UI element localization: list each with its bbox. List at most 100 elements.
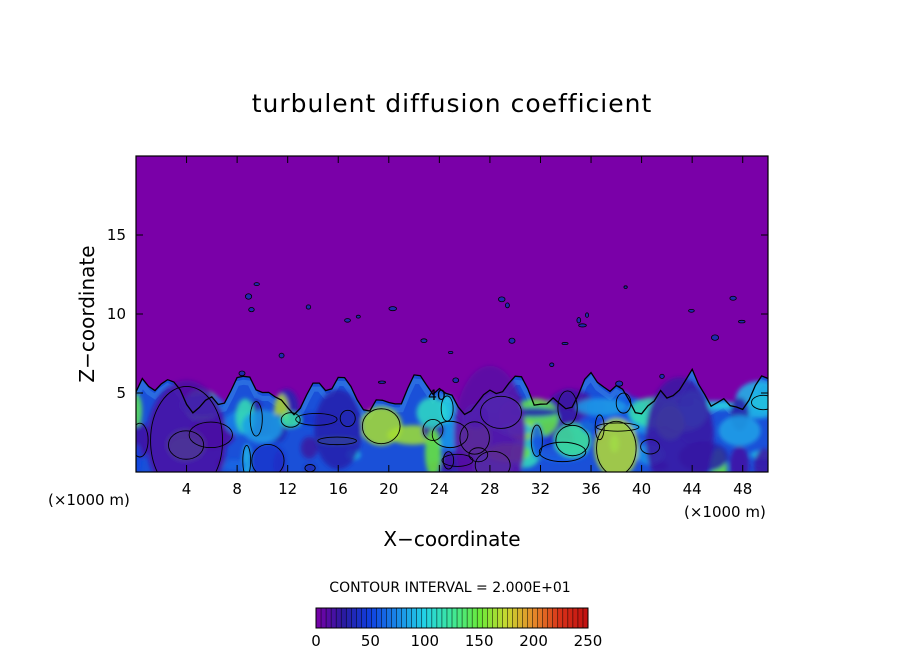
colorbar-cell: [567, 608, 574, 628]
eddy: [425, 429, 442, 472]
contour-line: [188, 421, 233, 449]
x-tick-label: 36: [581, 480, 600, 498]
eddy: [249, 442, 286, 472]
eddy: [530, 423, 544, 459]
eddy: [729, 445, 750, 472]
contour-line: [249, 401, 263, 437]
colorbar-cell: [507, 608, 513, 628]
colorbar-cell: [386, 608, 392, 628]
colorbar-cell: [572, 608, 579, 628]
eddy: [360, 406, 403, 446]
contour-interval-text: CONTOUR INTERVAL = 2.000E+01: [329, 580, 570, 596]
turbulent-patch: [615, 380, 624, 387]
eddy: [645, 377, 714, 472]
colorbar-cell: [316, 608, 322, 628]
x-tick-label: 16: [329, 480, 348, 498]
turbulent-patch: [305, 304, 312, 310]
contour-line: [595, 422, 640, 432]
y-axis-label: Z−coordinate: [75, 245, 99, 382]
colorbar-cell: [487, 608, 493, 628]
colorbar-cell: [441, 608, 448, 628]
eddy: [554, 423, 592, 458]
eddy: [753, 448, 768, 472]
turbulent-patch: [355, 314, 361, 319]
colorbar-cell: [421, 608, 428, 628]
colorbar-cell: [512, 608, 518, 628]
turbulent-patch: [729, 295, 737, 301]
colorbar-cell: [366, 608, 372, 628]
contour-line: [251, 443, 285, 472]
colorbar: 0 50 100 150 200 250: [311, 607, 602, 650]
turbulent-patch: [549, 362, 555, 367]
contour-line: [422, 418, 444, 441]
x-unit-right: (×1000 m): [684, 503, 766, 521]
colorbar-labels: 0 50 100 150 200 250: [311, 632, 602, 650]
contour-line: [538, 441, 587, 463]
colorbar-cell: [411, 608, 418, 628]
colorbar-cell: [542, 608, 549, 628]
y-axis-ticks: 5 10 15: [107, 226, 768, 402]
contour-line: [295, 412, 338, 426]
contour-line: [431, 420, 469, 449]
y-tick-label: 15: [107, 226, 126, 244]
eddy: [300, 436, 318, 459]
colorbar-cell: [537, 608, 543, 628]
colorbar-cell: [522, 608, 528, 628]
colorbar-cell: [527, 608, 533, 628]
colorbar-cell: [341, 608, 347, 628]
eddy: [576, 398, 627, 416]
colorbar-cell: [381, 608, 387, 628]
eddy: [314, 389, 363, 470]
contour-line: [136, 422, 149, 458]
colorbar-tick-label: 150: [465, 632, 494, 650]
contour-line: [339, 409, 356, 427]
contour-line: [317, 436, 357, 446]
colorbar-cell: [582, 608, 589, 628]
colorbar-cells: [315, 608, 589, 628]
contour-line: [480, 395, 522, 429]
x-tick-label: 28: [480, 480, 499, 498]
eddy: [718, 415, 761, 446]
x-tick-label: 44: [683, 480, 702, 498]
colorbar-cell: [356, 608, 362, 628]
turbulent-patch: [659, 373, 665, 379]
x-axis-label: X−coordinate: [383, 527, 520, 551]
colorbar-cell: [492, 608, 498, 628]
colorbar-cell: [557, 608, 564, 628]
eddy: [416, 397, 447, 428]
colorbar-cell: [562, 608, 569, 628]
turbulent-patch: [508, 337, 516, 344]
contour-line: [442, 451, 455, 470]
eddy: [221, 459, 247, 471]
colorbar-cell: [517, 608, 523, 628]
x-tick-label: 4: [182, 480, 192, 498]
colorbar-cell: [547, 608, 554, 628]
turbulent-patch: [505, 302, 510, 309]
eddy: [440, 394, 454, 423]
contour-label: 40: [428, 388, 446, 404]
x-tick-label: 32: [531, 480, 550, 498]
colorbar-cell: [351, 608, 357, 628]
contour-line: [440, 395, 454, 422]
colorbar-cell: [477, 608, 483, 628]
turbulent-patch: [278, 352, 285, 359]
turbulent-patch: [245, 293, 253, 300]
colorbar-cell: [346, 608, 352, 628]
x-unit-left: (×1000 m): [48, 491, 130, 509]
colorbar-cell: [462, 608, 468, 628]
turbulent-patch: [248, 307, 255, 313]
eddy: [241, 410, 283, 444]
contour-line: [555, 424, 590, 457]
colorbar-cell: [452, 608, 458, 628]
colorbar-cell: [532, 608, 538, 628]
colorbar-cell: [457, 608, 463, 628]
colorbar-cell: [426, 608, 433, 628]
contour-line: [596, 420, 637, 472]
colorbar-cell: [326, 608, 332, 628]
turbulent-patch: [377, 380, 386, 384]
colorbar-cell: [552, 608, 559, 628]
colorbar-tick-label: 0: [311, 632, 321, 650]
contour-line: [615, 392, 632, 414]
colorbar-cell: [361, 608, 367, 628]
